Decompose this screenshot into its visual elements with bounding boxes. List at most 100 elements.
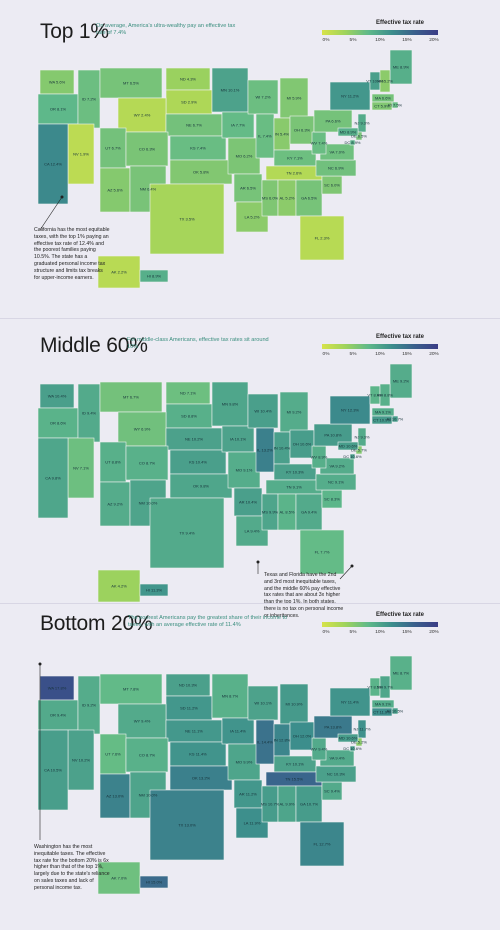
state-ak bbox=[97, 255, 141, 289]
state-label-nj: NJ 9.3% bbox=[354, 435, 370, 440]
state-label-nm: NM 6.4% bbox=[140, 187, 157, 192]
state-label-ny: NY 12.3% bbox=[341, 408, 359, 413]
state-label-nd: ND 4.3% bbox=[180, 77, 196, 82]
state-label-vt: VT 10.4% bbox=[366, 79, 384, 84]
state-ok bbox=[169, 159, 233, 185]
annotation-line bbox=[39, 196, 63, 231]
state-nv bbox=[67, 123, 95, 185]
state-ks bbox=[169, 741, 227, 767]
state-ca bbox=[37, 437, 69, 519]
state-label-mt: MT 6.7% bbox=[123, 395, 139, 400]
state-ny bbox=[329, 395, 371, 425]
state-az bbox=[99, 481, 131, 527]
legend-color-bar bbox=[322, 622, 438, 627]
state-label-wv: WV 7.4% bbox=[311, 141, 328, 146]
state-label-ok: OK 13.2% bbox=[192, 776, 211, 781]
state-label-ma: MA 9.1% bbox=[375, 410, 391, 415]
state-label-de: DE 5.7% bbox=[351, 448, 367, 453]
state-label-ms: MS 9.9% bbox=[262, 510, 279, 515]
state-label-fl: FL 12.7% bbox=[314, 842, 331, 847]
state-az bbox=[99, 773, 131, 819]
state-label-ga: GA 9.4% bbox=[301, 510, 317, 515]
state-wa bbox=[39, 383, 75, 409]
state-wa bbox=[39, 69, 75, 95]
state-label-ne: NE 11.1% bbox=[185, 729, 203, 734]
state-label-ny: NY 11.4% bbox=[341, 700, 359, 705]
state-ia bbox=[221, 111, 255, 139]
state-label-pa: PA 13.8% bbox=[324, 725, 342, 730]
legend-color-bar bbox=[322, 344, 438, 349]
state-dc bbox=[349, 745, 356, 752]
state-nv bbox=[67, 729, 95, 791]
state-wy bbox=[117, 703, 167, 739]
regions bbox=[37, 655, 413, 895]
state-label-nj: NJ 9.3% bbox=[354, 121, 370, 126]
state-label-nh: NH 8.8% bbox=[377, 393, 393, 398]
state-md bbox=[337, 733, 359, 743]
state-label-va: VA 9.4% bbox=[329, 756, 344, 761]
state-label-ri: RI 7.5% bbox=[388, 103, 403, 108]
state-label-id: ID 9.4% bbox=[82, 411, 97, 416]
state-label-tn: TN 2.6% bbox=[286, 171, 302, 176]
state-fl bbox=[299, 215, 345, 261]
state-nh bbox=[379, 69, 391, 93]
state-tx bbox=[149, 497, 225, 569]
state-label-co: CO 6.3% bbox=[139, 147, 156, 152]
state-label-ky: KY 10.3% bbox=[286, 470, 304, 475]
state-dc bbox=[349, 139, 356, 146]
panel-title: Middle 60% bbox=[40, 334, 148, 357]
state-label-al: AL 9.9% bbox=[280, 802, 295, 807]
state-label-wi: WI 7.2% bbox=[255, 95, 271, 100]
legend-tick: 15% bbox=[402, 352, 412, 357]
state-label-ct: CT 5.9% bbox=[374, 104, 390, 109]
state-label-nv: NV 10.2% bbox=[72, 758, 90, 763]
state-label-ar: AR 6.5% bbox=[240, 186, 256, 191]
state-wi bbox=[247, 685, 279, 721]
panel-top-1: Top 1% On average, America's ultra-wealt… bbox=[0, 20, 500, 300]
state-label-wi: WI 10.4% bbox=[254, 409, 272, 414]
state-me bbox=[389, 363, 413, 399]
state-label-nc: NC 10.3% bbox=[327, 772, 346, 777]
state-ia bbox=[221, 425, 255, 453]
state-label-wv: WV 8.9% bbox=[311, 455, 328, 460]
state-mt bbox=[99, 673, 163, 705]
choropleth-map: WA 17.8% OR 9.4% ID 9.2% MT 7.8% ND 10.3% SD … bbox=[37, 655, 413, 895]
choropleth-map: WA 5.6% OR 8.1% ID 7.2% MT 6.5% ND 4.3% SD 2.… bbox=[37, 49, 413, 289]
legend-tick: 15% bbox=[402, 630, 412, 635]
state-label-de: DE 5.2% bbox=[351, 740, 367, 745]
state-ga bbox=[295, 493, 323, 531]
state-ak bbox=[97, 861, 141, 895]
state-label-id: ID 9.2% bbox=[82, 703, 97, 708]
panel-title: Bottom 20% bbox=[40, 612, 153, 635]
state-label-co: CO 8.7% bbox=[139, 753, 156, 758]
state-fl bbox=[299, 821, 345, 867]
legend-tick: 15% bbox=[402, 38, 412, 43]
state-label-mi: MI 5.9% bbox=[287, 96, 302, 101]
legend-tick: 5% bbox=[349, 630, 357, 635]
annotation-dot bbox=[38, 662, 42, 666]
state-label-nc: NC 9.1% bbox=[328, 480, 344, 485]
state-label-ks: KS 7.4% bbox=[190, 146, 206, 151]
annotation-line bbox=[339, 565, 353, 580]
legend-title: Effective tax rate bbox=[375, 20, 425, 26]
state-dc bbox=[349, 453, 356, 460]
state-label-md: MD 8.9% bbox=[340, 130, 357, 135]
legend-tick: 0% bbox=[322, 352, 330, 357]
state-label-nc: NC 6.9% bbox=[328, 166, 344, 171]
panel-subtitle: For middle-class Americans, effective ta… bbox=[127, 337, 269, 350]
state-label-or: OR 9.4% bbox=[50, 713, 67, 718]
state-tx bbox=[149, 789, 225, 861]
state-oh bbox=[289, 429, 315, 459]
state-label-me: ME 8.9% bbox=[393, 65, 410, 70]
state-label-wv: WV 9.4% bbox=[311, 747, 328, 752]
state-label-sc: SC 9.4% bbox=[324, 789, 340, 794]
legend-ticks: 0% 5% 10% 15% 20% bbox=[322, 352, 452, 360]
state-label-ak: AK 7.0% bbox=[111, 876, 127, 881]
state-label-md: MD 10.6% bbox=[339, 444, 358, 449]
state-label-ca: CA 12.4% bbox=[44, 162, 62, 167]
state-hi bbox=[139, 875, 169, 889]
state-ut bbox=[99, 733, 127, 775]
state-labels: WA 5.6% OR 8.1% ID 7.2% MT 6.5% ND 4.3% SD 2.… bbox=[44, 65, 409, 279]
state-label-ok: OK 9.8% bbox=[193, 484, 209, 489]
state-label-co: CO 8.7% bbox=[139, 461, 156, 466]
